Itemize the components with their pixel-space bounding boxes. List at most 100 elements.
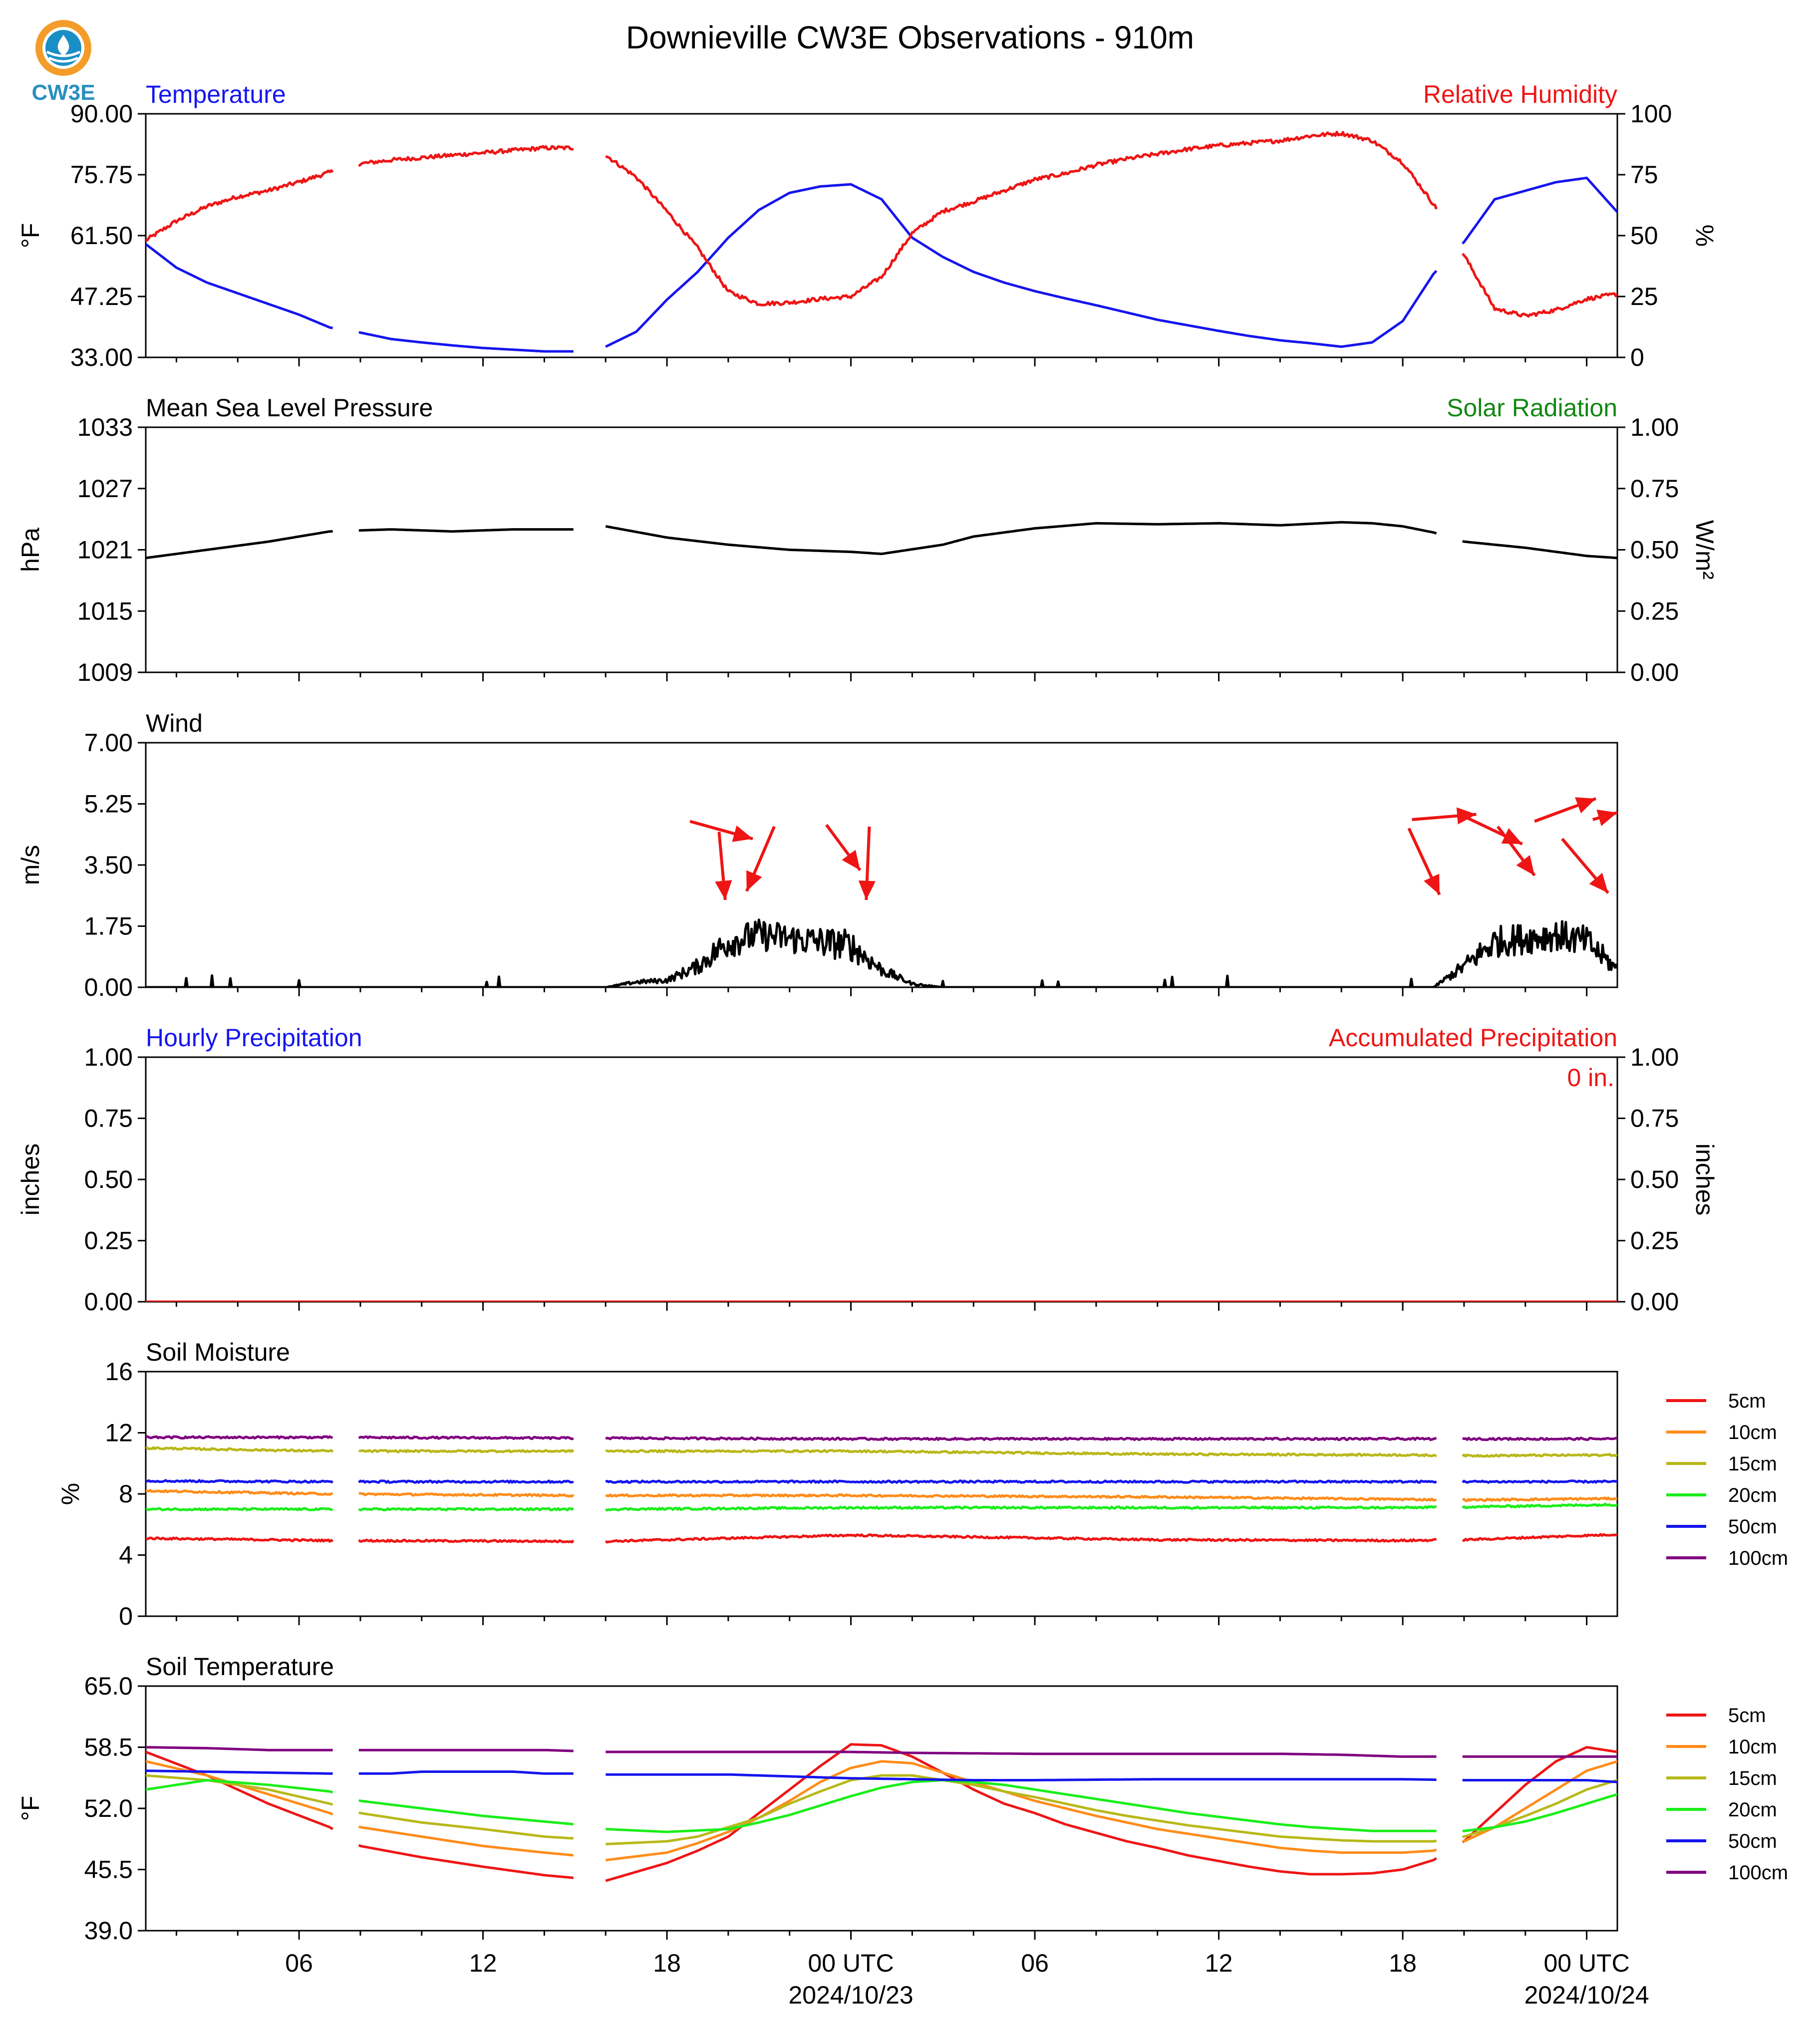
x-tick-label: 06 bbox=[285, 1949, 313, 1977]
series-line-right bbox=[146, 131, 1617, 318]
panel-title-left: Hourly Precipitation bbox=[146, 1024, 362, 1052]
y-tick-right-label: 1.00 bbox=[1630, 413, 1679, 441]
panel-title-left: Mean Sea Level Pressure bbox=[146, 394, 433, 422]
wind-arrow bbox=[689, 820, 753, 842]
y-tick-label: 90.00 bbox=[70, 100, 133, 128]
wind-arrow bbox=[1466, 816, 1523, 846]
series-line-50cm bbox=[146, 1479, 1617, 1484]
panel-soilt: Soil Temperature 39.0 45.5 52.0 58.5 65.0 °F 06… bbox=[16, 1653, 1788, 2009]
y-tick-right-label: 100 bbox=[1630, 100, 1672, 128]
x-tick-label: 00 UTC bbox=[1543, 1949, 1629, 1977]
y-tick-right-label: 0.75 bbox=[1630, 475, 1679, 503]
wind-arrow bbox=[858, 826, 876, 900]
y-axis-label-right: % bbox=[1691, 225, 1719, 247]
panel-wind: Wind 0.00 1.75 3.50 5.25 7.00 m/s bbox=[16, 709, 1618, 1001]
wind-arrow bbox=[1561, 838, 1609, 894]
series-line-10cm bbox=[146, 1489, 1617, 1502]
wind-arrow bbox=[1497, 826, 1536, 876]
y-tick-right-label: 0.75 bbox=[1630, 1105, 1679, 1133]
y-tick-label: 58.5 bbox=[84, 1734, 133, 1761]
y-tick-label: 0.00 bbox=[84, 1288, 133, 1316]
legend-label: 100cm bbox=[1728, 1862, 1788, 1884]
y-tick-label: 8 bbox=[119, 1480, 133, 1508]
series-line-15cm bbox=[146, 1774, 1617, 1846]
x-tick-label: 00 UTC bbox=[808, 1949, 894, 1977]
wind-arrow bbox=[715, 832, 732, 900]
y-tick-label: 3.50 bbox=[84, 851, 133, 879]
y-tick-label: 7.00 bbox=[84, 729, 133, 757]
wind-arrow bbox=[1407, 828, 1441, 895]
logo-text: CW3E bbox=[31, 80, 95, 105]
y-tick-label: 39.0 bbox=[84, 1917, 133, 1945]
y-tick-label: 75.75 bbox=[70, 161, 133, 189]
y-axis-label-left: hPa bbox=[16, 528, 44, 572]
panel-precip: Hourly Precipitation Accumulated Precipit… bbox=[16, 1024, 1719, 1316]
x-tick-label: 12 bbox=[469, 1949, 497, 1977]
y-tick-right-label: 0.50 bbox=[1630, 1165, 1679, 1193]
x-tick-label: 12 bbox=[1205, 1949, 1233, 1977]
legend-label: 5cm bbox=[1728, 1390, 1766, 1412]
series-line-50cm bbox=[146, 1769, 1617, 1783]
y-axis-label-left: °F bbox=[16, 223, 44, 249]
series-group bbox=[146, 521, 1617, 560]
legend-item: 15cm bbox=[1666, 1767, 1777, 1789]
y-tick-label: 1009 bbox=[77, 658, 133, 686]
series-group bbox=[146, 918, 1617, 987]
x-date-label: 2024/10/24 bbox=[1524, 1981, 1649, 2009]
figure-title: Downieville CW3E Observations - 910m bbox=[625, 19, 1195, 55]
legend-item: 20cm bbox=[1666, 1799, 1777, 1821]
y-tick-label: 1015 bbox=[77, 597, 133, 625]
y-tick-label: 47.25 bbox=[70, 283, 133, 310]
wind-arrow bbox=[1412, 807, 1477, 825]
legend-label: 15cm bbox=[1728, 1767, 1777, 1789]
y-axis-label-left: % bbox=[56, 1483, 84, 1505]
series-group bbox=[146, 1743, 1617, 1882]
legend-item: 20cm bbox=[1666, 1484, 1777, 1506]
panel-title-left: Soil Temperature bbox=[146, 1653, 334, 1681]
y-tick-label: 33.00 bbox=[70, 343, 133, 371]
y-tick-label: 4 bbox=[119, 1541, 133, 1569]
y-tick-right-label: 25 bbox=[1630, 283, 1658, 310]
y-tick-label: 1027 bbox=[77, 475, 133, 503]
y-tick-label: 1021 bbox=[77, 536, 133, 564]
y-tick-label: 0.50 bbox=[84, 1165, 133, 1193]
panel-title-right: Relative Humidity bbox=[1423, 80, 1617, 108]
series-line-100cm bbox=[146, 1435, 1617, 1442]
y-tick-label: 61.50 bbox=[70, 222, 133, 250]
y-tick-label: 0.00 bbox=[84, 973, 133, 1001]
wind-arrow bbox=[745, 826, 776, 892]
panel-frame bbox=[145, 113, 1618, 358]
y-tick-label: 16 bbox=[105, 1358, 133, 1386]
y-axis-label-left: inches bbox=[16, 1144, 44, 1216]
series-line-left bbox=[146, 918, 1617, 987]
legend-label: 50cm bbox=[1728, 1516, 1777, 1538]
y-tick-label: 0.25 bbox=[84, 1227, 133, 1255]
y-tick-right-label: 0.00 bbox=[1630, 658, 1679, 686]
series-line-100cm bbox=[146, 1746, 1617, 1758]
cw3e-logo: CW3E bbox=[31, 20, 95, 105]
y-axis-label-right: inches bbox=[1691, 1144, 1719, 1216]
y-tick-label: 0.75 bbox=[84, 1105, 133, 1133]
series-line-15cm bbox=[146, 1446, 1617, 1458]
legend-label: 10cm bbox=[1728, 1736, 1777, 1758]
legend-item: 15cm bbox=[1666, 1453, 1777, 1475]
legend-label: 5cm bbox=[1728, 1705, 1766, 1727]
y-tick-label: 12 bbox=[105, 1419, 133, 1447]
panel-pressure: Mean Sea Level Pressure Solar Radiation 10… bbox=[16, 394, 1719, 686]
panel-title-left: Temperature bbox=[146, 80, 286, 108]
panel-frame bbox=[145, 426, 1618, 673]
x-tick-label: 18 bbox=[1389, 1949, 1417, 1977]
y-tick-label: 1.75 bbox=[84, 912, 133, 940]
y-axis-label-left: m/s bbox=[16, 845, 44, 885]
y-axis-label-right: W/m² bbox=[1691, 520, 1719, 579]
panel-title-right: Solar Radiation bbox=[1447, 394, 1617, 422]
y-tick-label: 5.25 bbox=[84, 790, 133, 818]
series-line-5cm bbox=[146, 1743, 1617, 1882]
legend-label: 100cm bbox=[1728, 1547, 1788, 1569]
y-tick-right-label: 0.25 bbox=[1630, 597, 1679, 625]
y-tick-right-label: 0 bbox=[1630, 343, 1644, 371]
panel-title-left: Wind bbox=[146, 709, 203, 737]
y-tick-right-label: 0.00 bbox=[1630, 1288, 1679, 1316]
series-line-20cm bbox=[146, 1779, 1617, 1833]
